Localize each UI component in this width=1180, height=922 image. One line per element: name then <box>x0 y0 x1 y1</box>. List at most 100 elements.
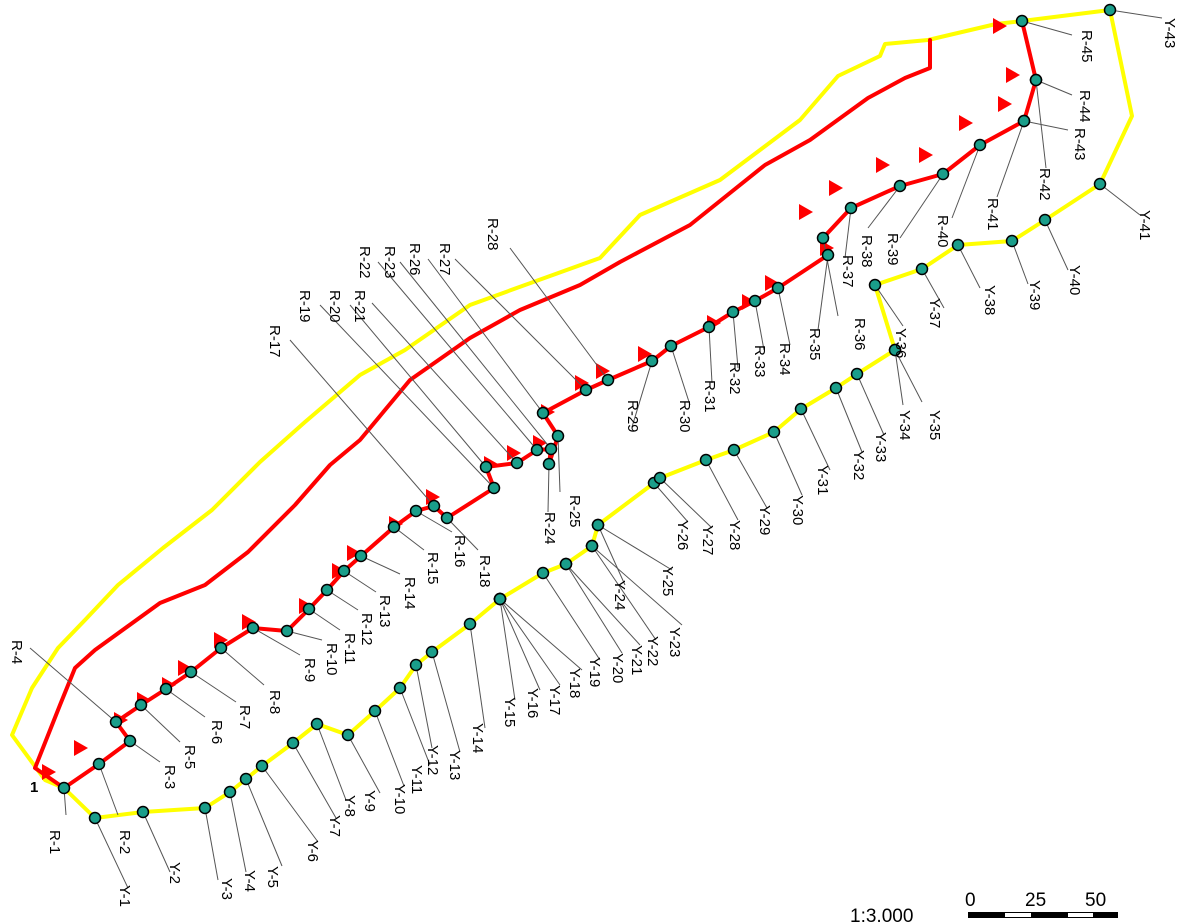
red-station-marker <box>544 442 558 456</box>
red-station-marker <box>246 621 260 635</box>
scale-ratio: 1:3,000 <box>850 906 913 922</box>
yellow-station-label: Y-5 <box>264 866 281 888</box>
red-leader-line <box>996 120 1025 198</box>
scale-bar: 1:3,000 0 25 50 <box>850 890 1118 922</box>
red-station-marker <box>320 583 334 597</box>
red-leader-line <box>349 304 487 468</box>
red-station-marker <box>1015 14 1029 28</box>
yellow-leader-line <box>499 598 583 671</box>
red-station-marker <box>748 294 762 308</box>
yellow-station-label: Y-6 <box>304 840 321 862</box>
yellow-station-label: Y-21 <box>628 645 645 675</box>
yellow-station-label: Y-3 <box>218 878 235 900</box>
red-leader-line <box>817 254 829 331</box>
red-station-label: R-16 <box>451 535 468 568</box>
yellow-station-marker <box>794 402 808 416</box>
red-station-marker <box>664 339 678 353</box>
yellow-leader-line <box>733 449 768 509</box>
direction-arrow-icon <box>596 363 610 379</box>
yellow-station-label: Y-19 <box>586 657 603 687</box>
red-leader-line <box>454 258 587 391</box>
yellow-station-marker <box>88 811 102 825</box>
yellow-station-label: Y-14 <box>469 723 486 753</box>
red-leader-line <box>1021 20 1073 36</box>
yellow-station-label: Y-36 <box>892 328 909 358</box>
red-station-marker <box>479 460 493 474</box>
yellow-leader-line <box>835 387 863 453</box>
red-leader-line <box>415 510 453 533</box>
red-station-marker <box>530 443 544 457</box>
yellow-station-marker <box>255 759 269 773</box>
direction-arrow-icon <box>74 740 88 756</box>
red-station-label: R-15 <box>424 552 441 585</box>
yellow-station-marker <box>341 728 355 742</box>
red-leader-line <box>165 688 206 718</box>
yellow-leader-line <box>261 765 319 843</box>
yellow-station-marker <box>310 717 324 731</box>
direction-arrow-icon <box>876 157 890 173</box>
red-station-label: R-36 <box>851 318 868 351</box>
red-station-label: R-44 <box>1076 90 1093 123</box>
red-station-label: R-24 <box>541 512 558 545</box>
red-station-label: R-40 <box>934 215 951 248</box>
yellow-station-label: Y-31 <box>814 465 831 495</box>
yellow-leader-line <box>94 817 129 889</box>
red-station-marker <box>844 201 858 215</box>
red-station-marker <box>973 138 987 152</box>
red-station-label: R-8 <box>266 690 283 714</box>
red-station-label: R-3 <box>161 765 178 789</box>
scale-bar-segment <box>1005 913 1031 917</box>
yellow-station-label: Y-22 <box>644 636 661 666</box>
red-station-marker <box>536 406 550 420</box>
red-station-label: R-25 <box>566 495 583 528</box>
red-station-marker <box>280 624 294 638</box>
red-leader-line <box>427 258 544 414</box>
red-station-label: R-28 <box>484 218 501 251</box>
red-station-marker <box>645 354 659 368</box>
yellow-station-marker <box>425 645 439 659</box>
yellow-station-label: Y-43 <box>1161 18 1178 48</box>
yellow-leader-line <box>204 807 219 881</box>
red-route-line <box>62 19 1038 790</box>
yellow-leader-line <box>856 373 885 436</box>
red-station-label: R-41 <box>984 198 1001 231</box>
red-leader-line <box>1035 79 1073 96</box>
red-station-label: R-45 <box>1078 30 1095 63</box>
red-station-marker <box>601 373 615 387</box>
red-station-label: R-20 <box>326 290 343 323</box>
red-leader-line <box>732 311 739 369</box>
yellow-leader-line <box>653 482 689 523</box>
yellow-station-marker <box>493 592 507 606</box>
direction-arrow-icon <box>919 147 933 163</box>
yellow-leader-line <box>591 545 657 641</box>
red-station-label: R-29 <box>624 400 641 433</box>
yellow-leader-line <box>1044 219 1069 271</box>
direction-arrow-icon <box>575 375 589 391</box>
yellow-station-label: Y-41 <box>1136 210 1153 240</box>
yellow-station-marker <box>951 238 965 252</box>
red-leader-line <box>446 517 479 551</box>
station-markers <box>57 3 1117 825</box>
yellow-station-marker <box>727 443 741 457</box>
direction-arrow-icon <box>638 346 652 362</box>
red-station-label: R-31 <box>701 380 718 413</box>
red-leader-line <box>754 300 765 351</box>
yellow-leader-line <box>957 244 981 289</box>
yellow-station-label: Y-17 <box>546 685 563 715</box>
red-station-marker <box>92 757 106 771</box>
red-route-line <box>33 38 932 790</box>
red-station-marker <box>936 167 950 181</box>
yellow-leader-line <box>1099 183 1141 216</box>
yellow-station-marker <box>463 617 477 631</box>
red-leader-line <box>371 302 518 464</box>
red-station-marker <box>427 499 441 513</box>
red-station-label: R-38 <box>858 235 875 268</box>
red-leader-line <box>190 671 237 703</box>
red-station-marker <box>893 179 907 193</box>
red-station-label: R-37 <box>839 255 856 288</box>
yellow-station-label: Y-26 <box>674 520 691 550</box>
yellow-station-label: Y-15 <box>501 697 518 727</box>
yellow-leader-line <box>431 651 461 753</box>
yellow-station-marker <box>888 343 902 357</box>
